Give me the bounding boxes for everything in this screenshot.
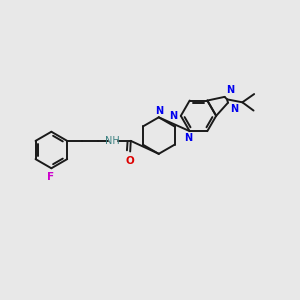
Text: N: N (155, 106, 163, 116)
Text: F: F (47, 172, 54, 182)
Text: N: N (184, 134, 192, 143)
Text: N: N (169, 111, 177, 121)
Text: N: N (230, 104, 238, 114)
Text: O: O (126, 156, 135, 166)
Text: NH: NH (105, 136, 120, 146)
Text: N: N (226, 85, 235, 94)
